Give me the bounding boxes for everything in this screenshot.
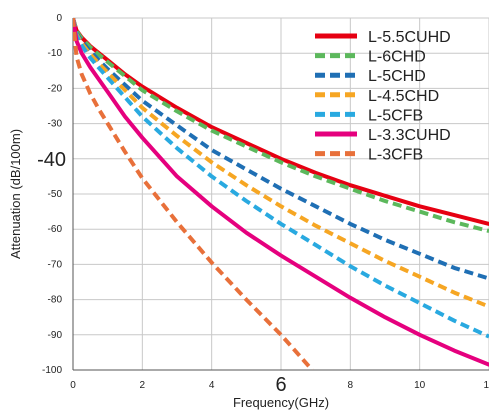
y-tick-labels: 0 -10 -20 -30 -40 -50 -60 -70 -80 -90 -100 [37, 13, 66, 376]
x-tick-label: 10 [414, 380, 426, 391]
y-tick-label: -60 [48, 224, 63, 235]
axes [72, 18, 489, 371]
y-tick-label: -20 [48, 83, 63, 94]
y-tick-label: -80 [48, 295, 63, 306]
x-tick-label: 12 [483, 380, 489, 391]
x-tick-label: 0 [70, 380, 76, 391]
legend-label: L-4.5CHD [368, 88, 439, 105]
x-tick-labels: 0 2 4 6 8 10 12 [70, 374, 489, 396]
legend-label: L-6CHD [368, 49, 426, 66]
y-tick-label: -50 [48, 189, 63, 200]
y-tick-label: -40 [37, 149, 66, 171]
x-tick-label: 4 [209, 380, 215, 391]
y-tick-label: -30 [48, 119, 63, 130]
legend-label: L-3.3CUHD [368, 127, 451, 144]
y-tick-label: -90 [48, 330, 63, 341]
legend-label: L-5.5CUHD [368, 29, 451, 46]
series-line-l-5cfb [73, 18, 489, 339]
x-tick-label: 6 [275, 374, 286, 396]
legend-label: L-3CFB [368, 147, 423, 164]
y-tick-label: -100 [42, 365, 62, 376]
series-line-l-6chd [73, 18, 489, 233]
y-tick-label: -10 [48, 48, 63, 59]
x-tick-label: 8 [348, 380, 354, 391]
y-axis-title: Attenuation (dB/100m) [8, 129, 23, 259]
x-tick-label: 2 [140, 380, 146, 391]
series-line-l-4-5chd [73, 18, 489, 309]
y-tick-label: 0 [56, 13, 62, 24]
x-axis-title: Frequency(GHz) [233, 395, 329, 410]
legend-label: L-5CFB [368, 107, 423, 124]
y-tick-label: -70 [48, 259, 63, 270]
legend-label: L-5CHD [368, 68, 426, 85]
series-line-l-3cfb [73, 18, 314, 370]
series-line-l-3-3cuhd [73, 18, 489, 367]
legend: L-5.5CUHD L-6CHD L-5CHD L-4.5CHD L-5CFB L-3.3… [315, 29, 451, 164]
series-lines [73, 18, 489, 370]
